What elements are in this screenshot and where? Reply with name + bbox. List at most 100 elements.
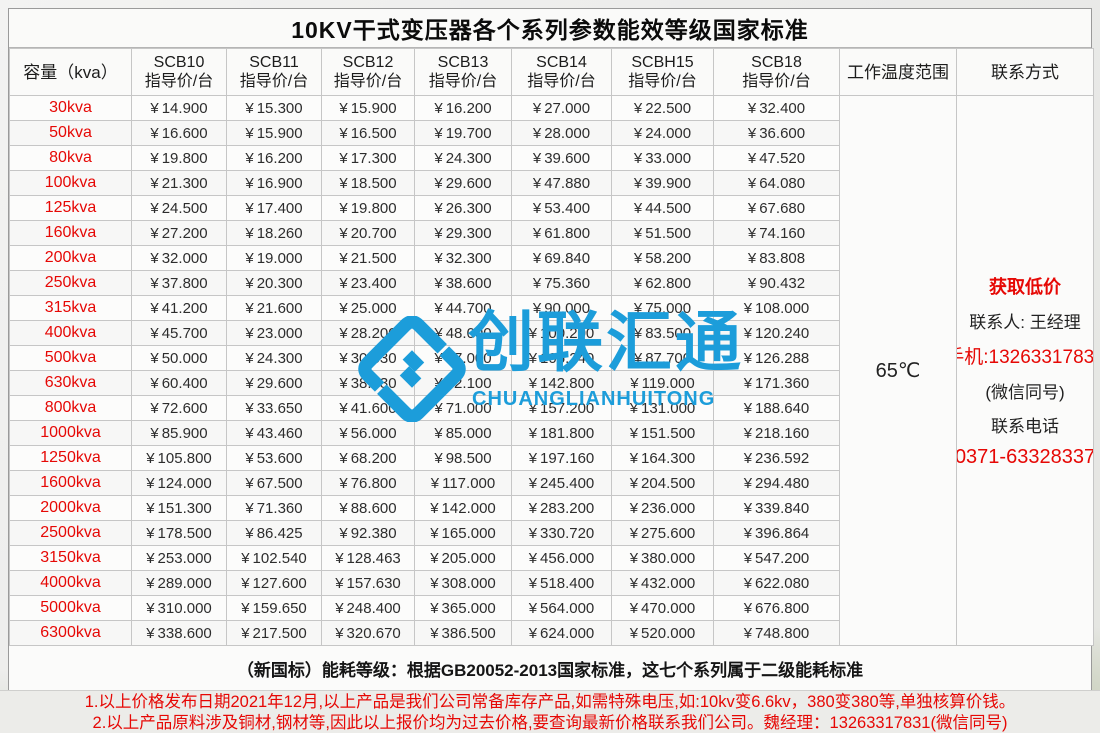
price-value: 28.000	[544, 124, 591, 142]
wechat-note: (微信同号)	[985, 382, 1065, 402]
price-cell: ¥38.600	[414, 270, 512, 296]
price-cell: ¥57.000	[414, 345, 512, 371]
currency-symbol: ¥	[335, 549, 344, 567]
currency-symbol: ¥	[743, 324, 753, 342]
currency-symbol: ¥	[434, 449, 443, 467]
price-value: 18.500	[350, 174, 397, 192]
price-cell: ¥29.600	[226, 370, 322, 396]
price-cell: ¥20.700	[321, 220, 415, 246]
price-cell: ¥17.400	[226, 195, 322, 221]
price-value: 294.480	[755, 474, 810, 492]
price-cell: ¥92.380	[321, 520, 415, 546]
price-value: 181.800	[540, 424, 595, 442]
price-value: 33.000	[645, 149, 692, 167]
price-cell: ¥75.000	[611, 295, 714, 321]
currency-symbol: ¥	[532, 299, 542, 317]
price-cell: ¥62.800	[611, 270, 714, 296]
price-cell: ¥21.300	[131, 170, 227, 196]
capacity-cell: 125kva	[9, 195, 132, 221]
price-cell: ¥61.800	[511, 220, 612, 246]
price-cell: ¥58.200	[611, 245, 714, 271]
currency-symbol: ¥	[146, 524, 155, 542]
currency-symbol: ¥	[339, 399, 348, 417]
price-cell: ¥47.880	[511, 170, 612, 196]
price-cell: ¥51.500	[611, 220, 714, 246]
price-cell: ¥53.600	[226, 445, 322, 471]
price-cell: ¥245.400	[511, 470, 612, 496]
series-subtitle: 指导价/台	[333, 73, 403, 90]
price-cell: ¥236.000	[611, 495, 714, 521]
price-cell: ¥518.400	[511, 570, 612, 596]
footer-note-1: 1.以上价格发布日期2021年12月,以上产品是我们公司常备库存产品,如需特殊电…	[84, 692, 1016, 711]
price-value: 624.000	[540, 624, 595, 642]
price-cell: ¥48.000	[414, 320, 512, 346]
price-value: 622.080	[755, 574, 810, 592]
price-cell: ¥24.300	[414, 145, 512, 171]
currency-symbol: ¥	[245, 449, 254, 467]
column-header-scb10: SCB10 指导价/台	[131, 48, 227, 96]
currency-symbol: ¥	[633, 149, 643, 167]
price-cell: ¥71.000	[414, 395, 512, 421]
currency-symbol: ¥	[150, 324, 159, 342]
price-value: 547.200	[755, 549, 810, 567]
currency-symbol: ¥	[747, 249, 757, 267]
price-cell: ¥39.600	[511, 145, 612, 171]
price-cell: ¥21.500	[321, 245, 415, 271]
price-value: 44.700	[445, 299, 492, 317]
series-name: SCB10	[153, 54, 205, 71]
price-value: 108.000	[755, 299, 810, 317]
price-value: 45.700	[161, 324, 208, 342]
price-value: 86.425	[256, 524, 303, 542]
currency-symbol: ¥	[150, 349, 159, 367]
price-value: 396.864	[755, 524, 810, 542]
price-cell: ¥83.500	[611, 320, 714, 346]
price-cell: ¥72.600	[131, 395, 227, 421]
price-value: 23.000	[256, 324, 303, 342]
price-value: 248.400	[346, 599, 401, 617]
price-value: 236.592	[755, 449, 810, 467]
currency-symbol: ¥	[146, 474, 155, 492]
currency-symbol: ¥	[245, 274, 254, 292]
price-cell: ¥23.400	[321, 270, 415, 296]
currency-symbol: ¥	[245, 324, 254, 342]
currency-symbol: ¥	[339, 124, 348, 142]
currency-symbol: ¥	[528, 599, 538, 617]
price-value: 16.500	[350, 124, 397, 142]
series-subtitle: 指导价/台	[144, 73, 214, 90]
price-value: 23.400	[350, 274, 397, 292]
currency-symbol: ¥	[532, 149, 542, 167]
price-value: 43.460	[256, 424, 303, 442]
currency-symbol: ¥	[434, 274, 443, 292]
series-subtitle: 指导价/台	[628, 73, 697, 90]
price-value: 61.800	[544, 224, 591, 242]
price-value: 83.500	[645, 324, 692, 342]
price-value: 24.300	[445, 149, 492, 167]
column-header-scb12: SCB12 指导价/台	[321, 48, 415, 96]
price-value: 28.200	[350, 324, 397, 342]
currency-symbol: ¥	[150, 99, 159, 117]
price-cell: ¥36.600	[713, 120, 840, 146]
price-value: 26.300	[445, 199, 492, 217]
price-cell: ¥181.800	[511, 420, 612, 446]
price-value: 32.400	[759, 99, 806, 117]
price-value: 432.000	[641, 574, 696, 592]
price-value: 53.600	[256, 449, 303, 467]
price-cell: ¥30.630	[321, 345, 415, 371]
price-value: 50.000	[161, 349, 208, 367]
price-value: 16.200	[445, 99, 492, 117]
price-cell: ¥330.720	[511, 520, 612, 546]
price-value: 53.400	[544, 199, 591, 217]
currency-symbol: ¥	[150, 424, 159, 442]
currency-symbol: ¥	[430, 574, 439, 592]
price-value: 245.400	[540, 474, 595, 492]
price-cell: ¥456.000	[511, 545, 612, 571]
currency-symbol: ¥	[339, 174, 348, 192]
currency-symbol: ¥	[743, 624, 753, 642]
price-cell: ¥159.650	[226, 595, 322, 621]
currency-symbol: ¥	[532, 249, 542, 267]
price-value: 51.500	[645, 224, 692, 242]
currency-symbol: ¥	[245, 174, 254, 192]
capacity-cell: 500kva	[9, 345, 132, 371]
price-cell: ¥75.360	[511, 270, 612, 296]
series-name: SCBH15	[631, 54, 694, 71]
